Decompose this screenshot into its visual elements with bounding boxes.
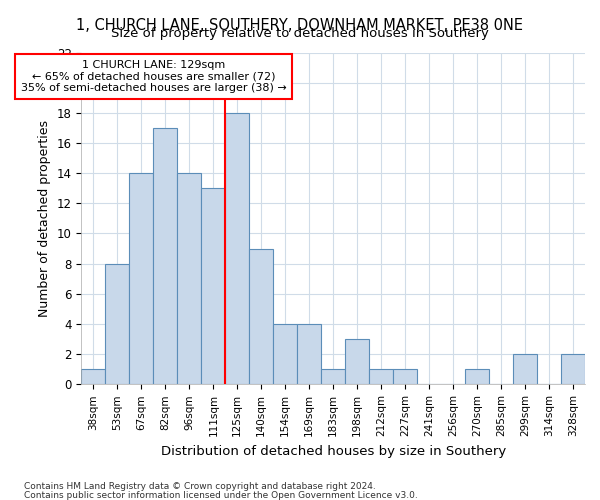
Bar <box>369 369 393 384</box>
Bar <box>465 369 489 384</box>
Bar <box>226 113 249 384</box>
Text: Contains HM Land Registry data © Crown copyright and database right 2024.: Contains HM Land Registry data © Crown c… <box>24 482 376 491</box>
Bar <box>154 128 178 384</box>
Bar <box>249 248 273 384</box>
Bar <box>561 354 585 384</box>
Bar <box>345 339 369 384</box>
Bar <box>106 264 130 384</box>
Text: 1 CHURCH LANE: 129sqm
← 65% of detached houses are smaller (72)
35% of semi-deta: 1 CHURCH LANE: 129sqm ← 65% of detached … <box>20 60 286 93</box>
Bar <box>178 173 202 384</box>
X-axis label: Distribution of detached houses by size in Southery: Distribution of detached houses by size … <box>161 444 506 458</box>
Text: Size of property relative to detached houses in Southery: Size of property relative to detached ho… <box>111 28 489 40</box>
Bar <box>273 324 297 384</box>
Bar <box>202 188 226 384</box>
Bar <box>297 324 321 384</box>
Y-axis label: Number of detached properties: Number of detached properties <box>38 120 51 317</box>
Bar <box>130 173 154 384</box>
Bar <box>513 354 537 384</box>
Bar <box>82 369 106 384</box>
Bar <box>393 369 417 384</box>
Bar <box>321 369 345 384</box>
Text: Contains public sector information licensed under the Open Government Licence v3: Contains public sector information licen… <box>24 490 418 500</box>
Text: 1, CHURCH LANE, SOUTHERY, DOWNHAM MARKET, PE38 0NE: 1, CHURCH LANE, SOUTHERY, DOWNHAM MARKET… <box>77 18 523 32</box>
